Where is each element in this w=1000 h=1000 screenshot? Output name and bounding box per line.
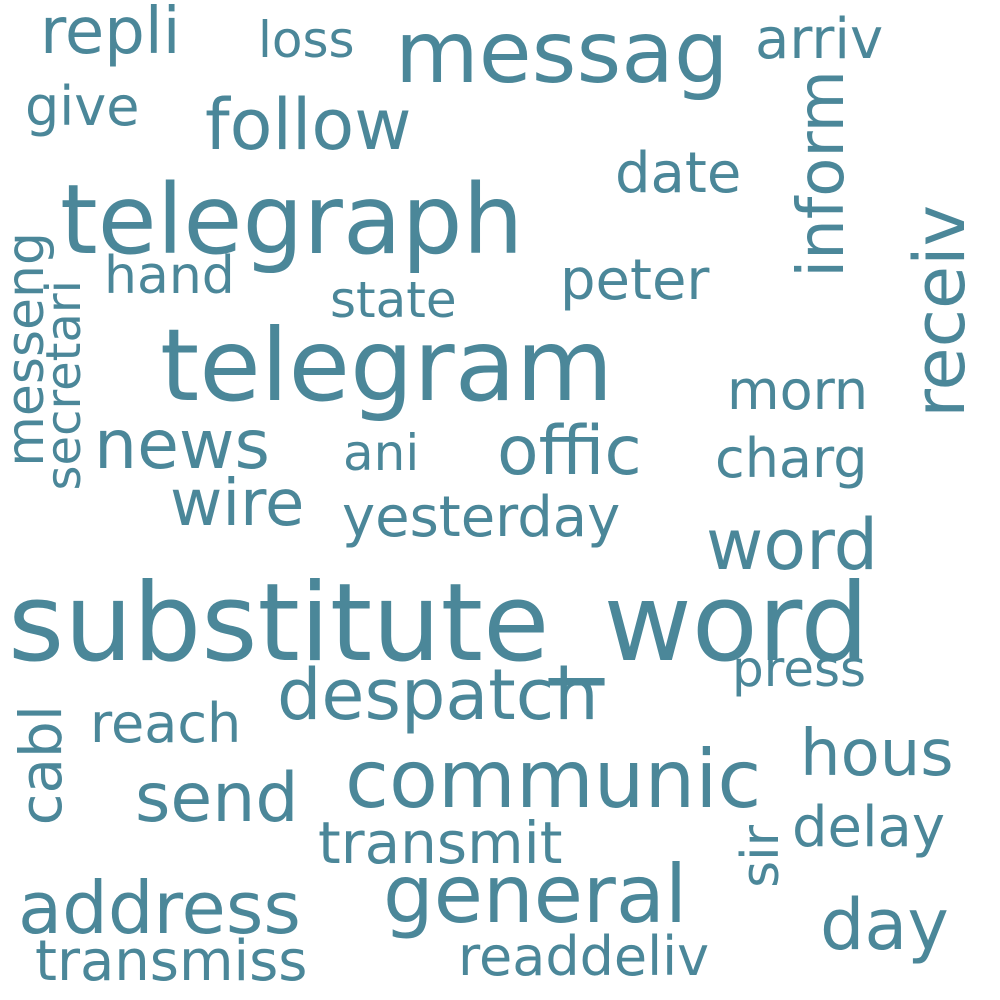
word-press: press xyxy=(732,640,867,698)
word-arriv: arriv xyxy=(755,7,884,72)
word-address: address xyxy=(18,866,301,950)
word-peter: peter xyxy=(560,248,710,313)
word-date: date xyxy=(615,141,742,206)
word-day: day xyxy=(820,884,949,966)
word-send: send xyxy=(135,759,299,838)
word-telegram: telegram xyxy=(160,307,614,424)
word-telegraph: telegraph xyxy=(60,164,524,276)
word-repli: repli xyxy=(40,0,181,69)
word-reach: reach xyxy=(90,692,242,755)
word-messag: messag xyxy=(395,3,729,103)
word-readdeliv: readdeliv xyxy=(458,925,710,988)
word-sir: sir xyxy=(731,825,791,888)
word-follow: follow xyxy=(205,84,412,166)
word-offic: offic xyxy=(497,412,642,491)
word-cabl: cabl xyxy=(7,705,75,826)
word-yesterday: yesterday xyxy=(342,485,621,550)
word-morn: morn xyxy=(727,359,869,422)
word-delay: delay xyxy=(792,795,946,860)
word-transmiss: transmiss xyxy=(35,929,308,994)
word-give: give xyxy=(25,75,140,138)
word-transmit: transmit xyxy=(318,809,563,877)
word-news: news xyxy=(94,406,270,485)
word-general: general xyxy=(383,848,688,941)
word-state: state xyxy=(330,271,457,329)
word-receiv: receiv xyxy=(899,205,981,418)
word-charg: charg xyxy=(715,427,868,490)
word-ani: ani xyxy=(343,424,420,482)
word-hous: hous xyxy=(800,717,954,791)
word-substitute-word: substitute_word xyxy=(8,561,869,686)
word-secretari: secretari xyxy=(36,280,92,491)
word-communic: communic xyxy=(345,733,762,826)
word-wire: wire xyxy=(170,467,305,541)
word-loss: loss xyxy=(258,11,355,69)
word-hand: hand xyxy=(104,246,235,306)
word-word: word xyxy=(706,504,879,586)
word-inform: inform xyxy=(785,70,859,278)
word-despatch: despatch xyxy=(277,654,599,736)
